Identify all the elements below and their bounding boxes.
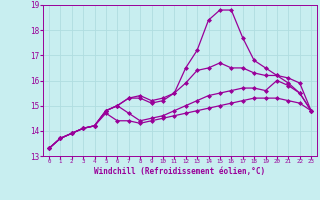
X-axis label: Windchill (Refroidissement éolien,°C): Windchill (Refroidissement éolien,°C) bbox=[94, 167, 266, 176]
